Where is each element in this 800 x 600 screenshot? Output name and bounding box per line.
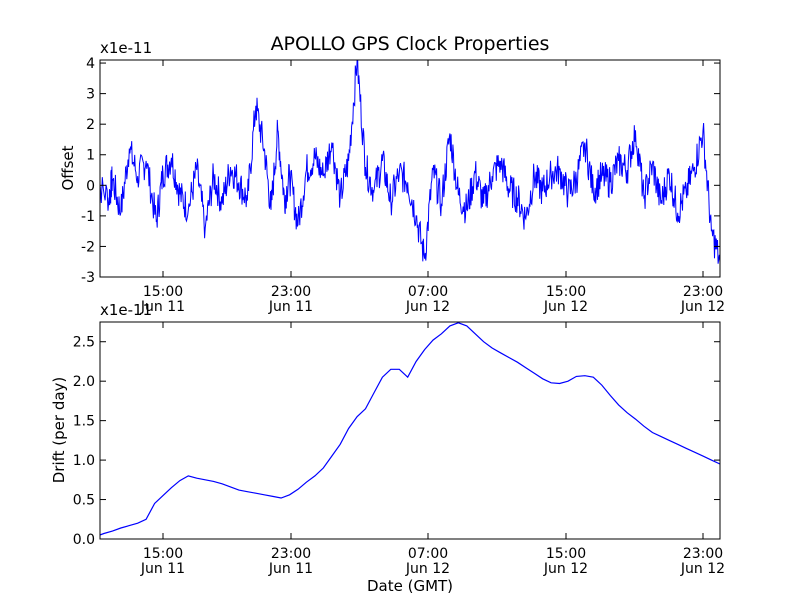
x-tick-date-label: Jun 12 — [543, 561, 588, 577]
chart-title: APOLLO GPS Clock Properties — [271, 33, 550, 55]
x-tick-time-label: 15:00 — [546, 284, 586, 300]
offset-plot-content — [100, 60, 720, 264]
offset-y-multiplier: x1e-11 — [100, 39, 152, 57]
offset-axes-frame — [99, 59, 721, 278]
x-tick-time-label: 15:00 — [546, 546, 586, 562]
x-tick-time-label: 23:00 — [683, 284, 723, 300]
x-tick-date-label: Jun 12 — [405, 299, 450, 315]
y-tick-label: -3 — [81, 270, 95, 286]
x-tick-date-label: Jun 12 — [680, 299, 725, 315]
y-tick-label: 1.5 — [73, 414, 95, 430]
x-tick-date-label: Jun 12 — [680, 561, 725, 577]
drift-plot-content — [100, 322, 720, 536]
y-tick-label: 3 — [86, 87, 95, 103]
x-tick-time-label: 23:00 — [271, 284, 311, 300]
offset-plot-area — [100, 60, 720, 277]
x-tick-date-label: Jun 12 — [543, 299, 588, 315]
series-line — [100, 322, 720, 536]
y-tick-label: 1.0 — [73, 453, 95, 469]
y-tick-label: 2.5 — [73, 335, 95, 351]
x-tick-date-label: Jun 11 — [268, 561, 313, 577]
drift-axes-frame — [99, 321, 721, 540]
y-tick-label: 1 — [86, 148, 95, 164]
x-tick-time-label: 07:00 — [408, 284, 448, 300]
x-tick-time-label: 15:00 — [143, 284, 183, 300]
y-tick-label: -1 — [81, 209, 95, 225]
drift-x-axis-label: Date (GMT) — [367, 577, 453, 595]
x-tick-date-label: Jun 11 — [140, 299, 185, 315]
y-tick-label: 2.0 — [73, 374, 95, 390]
y-tick-label: 0.0 — [73, 532, 95, 548]
y-tick-label: 0 — [86, 178, 95, 194]
y-tick-label: -2 — [81, 239, 95, 255]
offset-y-ticks: -3 -2 -1 0 1 2 3 4 — [81, 56, 720, 286]
offset-y-axis-label: Offset — [59, 145, 77, 190]
drift-y-axis-label: Drift (per day) — [50, 377, 68, 484]
x-tick-time-label: 23:00 — [271, 546, 311, 562]
x-tick-time-label: 23:00 — [683, 546, 723, 562]
x-tick-date-label: Jun 11 — [268, 299, 313, 315]
y-tick-label: 4 — [86, 56, 95, 72]
drift-panel: x1e-11 Drift (per day) 0.0 0.5 1.0 1.5 2.0 2.… — [50, 301, 725, 595]
y-tick-label: 2 — [86, 117, 95, 133]
x-tick-date-label: Jun 12 — [405, 561, 450, 577]
drift-y-ticks: 0.0 0.5 1.0 1.5 2.0 2.5 — [73, 335, 720, 548]
series-line — [100, 60, 720, 264]
x-tick-time-label: 15:00 — [143, 546, 183, 562]
drift-y-multiplier: x1e-11 — [100, 301, 152, 319]
drift-plot-area — [100, 322, 720, 539]
x-tick-time-label: 07:00 — [408, 546, 448, 562]
x-tick-date-label: Jun 11 — [140, 561, 185, 577]
y-tick-label: 0.5 — [73, 493, 95, 509]
